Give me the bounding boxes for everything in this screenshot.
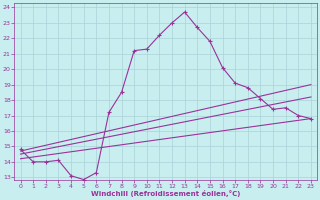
X-axis label: Windchill (Refroidissement éolien,°C): Windchill (Refroidissement éolien,°C): [91, 190, 240, 197]
